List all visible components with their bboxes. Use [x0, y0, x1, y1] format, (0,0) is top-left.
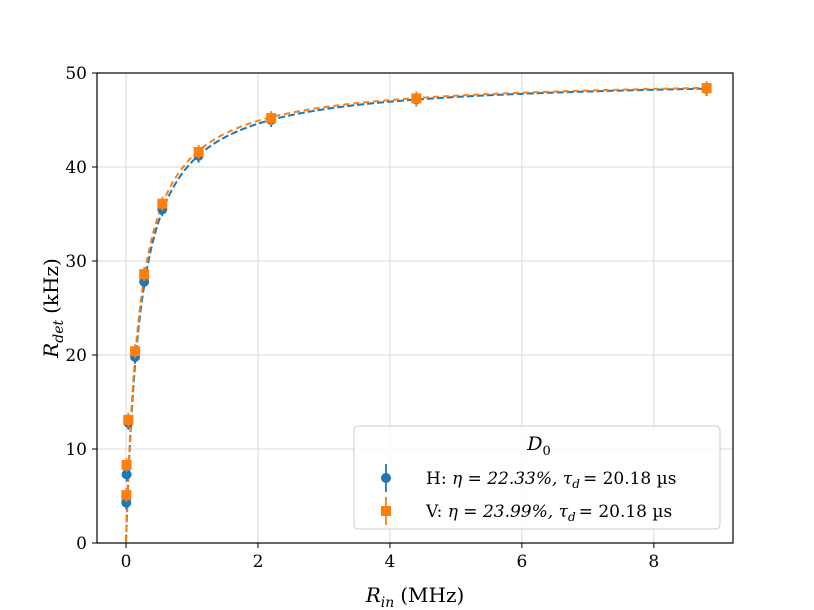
legend-marker-square: [381, 506, 391, 516]
x-axis-label: Rin (MHz): [365, 583, 465, 610]
legend: D0 H: η = 22.33%, τd = 20.18 µs V: η = 23…: [353, 425, 721, 530]
legend-entry-v: V: η = 23.99%, τd = 20.18 µs: [381, 497, 672, 525]
y-axis-label-group: Rdet(kHz): [39, 258, 67, 359]
fit-curve-v: [125, 86, 707, 542]
legend-label-h: H: η = 22.33%, τd = 20.18 µs: [426, 469, 676, 491]
data-point-v: [193, 146, 204, 157]
y-tick-label: 20: [65, 346, 87, 366]
data-point-v: [411, 93, 422, 104]
data-point-v: [139, 269, 150, 280]
plot-area-frame: [96, 72, 734, 544]
data-point-v: [130, 346, 141, 357]
data-point-v: [157, 198, 168, 209]
legend-entry-h: H: η = 22.33%, τd = 20.18 µs: [381, 464, 676, 492]
x-tick-label: 6: [516, 552, 527, 572]
data-point-h: [121, 469, 132, 480]
legend-marker-v: [381, 497, 391, 525]
legend-label-v: V: η = 23.99%, τd = 20.18 µs: [425, 502, 672, 524]
y-axis-label: Rdet(kHz): [39, 258, 67, 359]
data-point-h: [139, 276, 150, 287]
axis-ticks: 0 2 4 6 8 0 10 20 30 40 50: [65, 64, 659, 572]
legend-marker-circle: [381, 473, 391, 483]
data-point-v: [121, 459, 132, 470]
y-tick-label: 50: [65, 64, 87, 84]
legend-box: [353, 425, 721, 530]
data-point-v: [123, 414, 134, 425]
x-tick-label: 0: [121, 552, 132, 572]
y-tick-label: 30: [65, 252, 87, 272]
x-tick-label: 4: [385, 552, 396, 572]
legend-marker-h: [381, 464, 391, 492]
data-point-v: [701, 83, 712, 94]
x-tick-label: 8: [648, 552, 659, 572]
fit-curves: [125, 86, 707, 542]
data-point-v: [266, 113, 277, 124]
y-tick-label: 0: [76, 534, 87, 554]
y-tick-label: 10: [65, 440, 87, 460]
data-point-h: [121, 497, 132, 508]
x-tick-label: 2: [253, 552, 264, 572]
legend-title: D0: [526, 433, 551, 459]
data-point-v: [121, 490, 132, 501]
y-tick-label: 40: [65, 158, 87, 178]
data-points: [121, 81, 712, 510]
